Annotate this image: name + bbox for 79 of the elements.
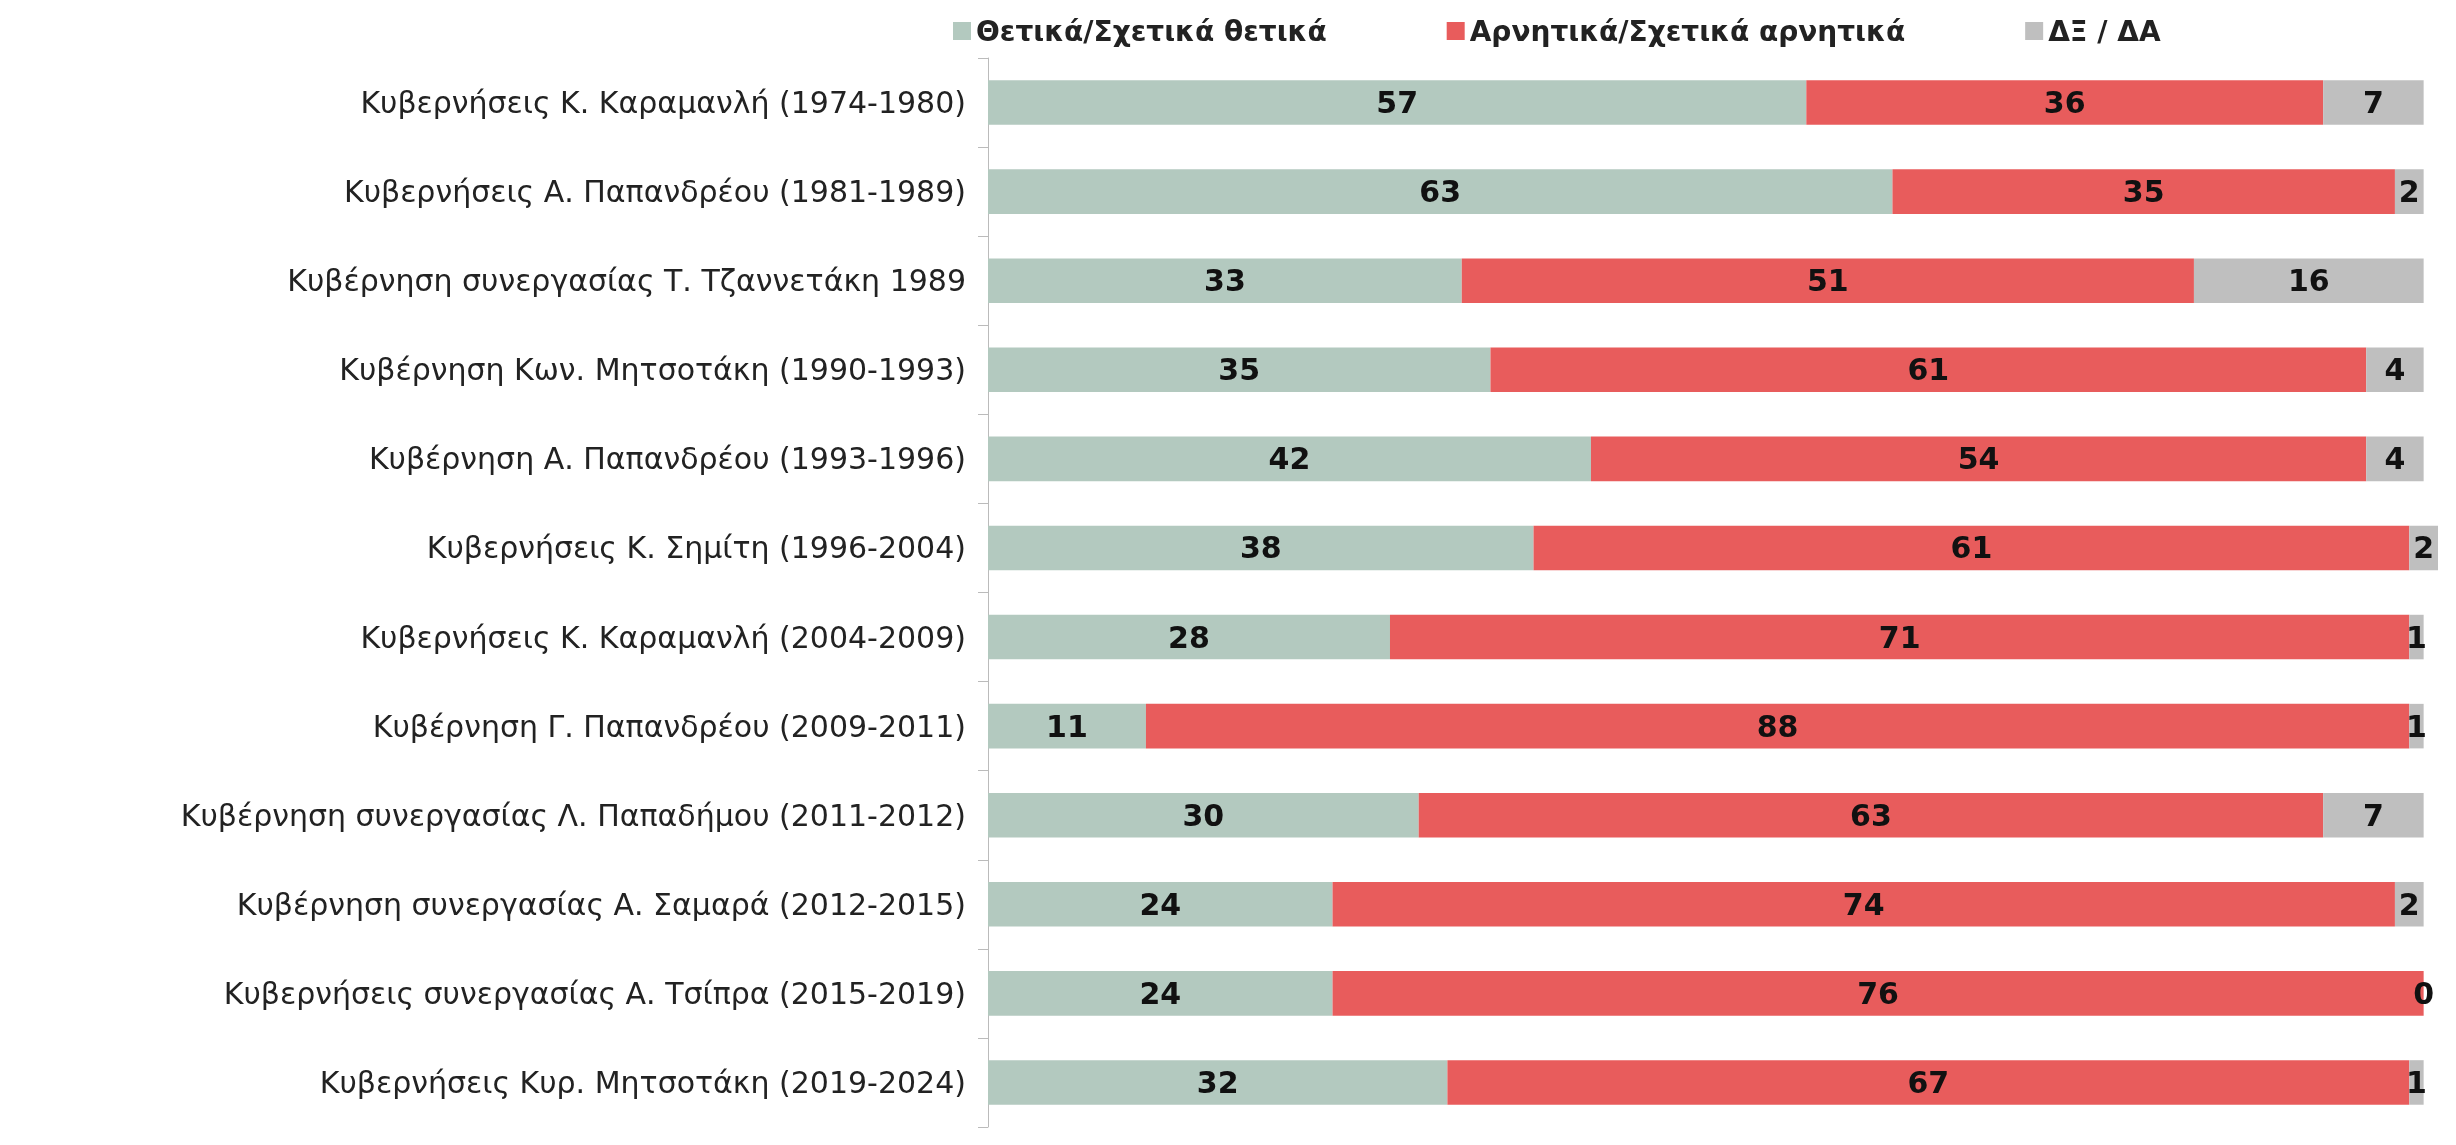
bar xyxy=(988,258,1462,303)
data-label: 36 xyxy=(2043,85,2086,121)
bar xyxy=(1418,792,2324,838)
bar xyxy=(1892,169,2395,214)
bar xyxy=(988,882,1333,927)
y-tick-label: Κυβέρνηση Γ. Παπανδρέου (2009-2011) xyxy=(372,708,966,744)
bar xyxy=(2323,80,2424,125)
data-label: 4 xyxy=(2384,352,2406,388)
bar xyxy=(988,169,1893,214)
data-label: 51 xyxy=(1806,263,1849,299)
bar xyxy=(2366,347,2424,393)
y-tick-label: Κυβερνήσεις Κυρ. Μητσοτάκη (2019-2024) xyxy=(319,1064,966,1100)
data-label: 1 xyxy=(2406,708,2427,744)
bar xyxy=(988,347,1491,393)
data-label: 88 xyxy=(1756,708,1799,744)
y-tick-label: Κυβερνήσεις Α. Παπανδρέου (1981-1989) xyxy=(343,174,966,210)
data-label: 1 xyxy=(2406,619,2427,655)
data-label: 4 xyxy=(2384,441,2406,477)
data-label: 28 xyxy=(1168,619,1210,655)
data-label: 2 xyxy=(2413,530,2435,566)
data-label: 24 xyxy=(1139,975,1182,1011)
bar xyxy=(988,1060,1448,1105)
bar xyxy=(1490,347,2367,393)
bar xyxy=(1145,703,2410,749)
data-label: 33 xyxy=(1204,263,1246,299)
data-label: 63 xyxy=(1419,174,1462,210)
y-tick-label: Κυβέρνηση Α. Παπανδρέου (1993-1996) xyxy=(368,441,966,477)
data-label: 74 xyxy=(1842,886,1885,922)
data-label: 42 xyxy=(1268,441,1311,477)
data-label: 16 xyxy=(2287,263,2330,299)
bar xyxy=(2323,792,2424,838)
data-label: 38 xyxy=(1239,530,1282,566)
bar xyxy=(1447,1060,2410,1105)
data-label: 30 xyxy=(1182,797,1225,833)
bar xyxy=(1806,80,2324,125)
y-tick-label: Κυβέρνηση Κων. Μητσοτάκη (1990-1993) xyxy=(339,352,966,388)
data-label: 11 xyxy=(1046,708,1088,744)
y-tick-label: Κυβέρνηση συνεργασίας Τ. Τζαννετάκη 1989 xyxy=(287,263,966,299)
bar xyxy=(1590,436,2367,482)
bar xyxy=(2366,436,2424,482)
legend-label: Αρνητικά/Σχετικά αρνητικά xyxy=(1469,14,1906,48)
bar xyxy=(1332,882,2395,927)
bar xyxy=(988,971,1333,1016)
data-label: 61 xyxy=(1907,352,1950,388)
bar xyxy=(988,614,1390,660)
data-label: 32 xyxy=(1196,1064,1239,1100)
data-label: 0 xyxy=(2413,975,2435,1011)
bar xyxy=(1533,525,2410,571)
data-label: 76 xyxy=(1857,975,1899,1011)
y-tick-label: Κυβερνήσεις Κ. Σημίτη (1996-2004) xyxy=(426,530,966,566)
data-label: 7 xyxy=(2362,85,2384,121)
data-label: 7 xyxy=(2362,797,2384,833)
bar xyxy=(988,436,1591,482)
data-label: 63 xyxy=(1850,797,1892,833)
y-tick-label: Κυβερνήσεις Κ. Καραμανλή (2004-2009) xyxy=(360,619,966,655)
data-label: 35 xyxy=(2122,174,2165,210)
data-label: 54 xyxy=(1957,441,2000,477)
data-label: 2 xyxy=(2398,886,2420,922)
bar xyxy=(988,792,1419,838)
data-label: 71 xyxy=(1878,619,1921,655)
bar xyxy=(988,703,1146,749)
data-label: 61 xyxy=(1950,530,1993,566)
data-label: 67 xyxy=(1907,1064,1950,1100)
legend-label: ΔΞ / ΔΑ xyxy=(2048,14,2161,48)
data-label: 2 xyxy=(2398,174,2420,210)
bar xyxy=(988,80,1807,125)
bar xyxy=(2193,258,2424,303)
data-label: 57 xyxy=(1376,85,1419,121)
data-label: 35 xyxy=(1218,352,1261,388)
data-label: 24 xyxy=(1139,886,1182,922)
y-tick-label: Κυβερνήσεις Κ. Καραμανλή (1974-1980) xyxy=(360,85,966,121)
y-tick-label: Κυβέρνηση συνεργασίας Α. Σαμαρά (2012-2015) xyxy=(236,886,966,922)
legend-label: Θετικά/Σχετικά θετικά xyxy=(976,14,1327,48)
bar xyxy=(1389,614,2410,660)
bar xyxy=(988,525,1534,571)
bar xyxy=(1461,258,2194,303)
y-tick-label: Κυβερνήσεις συνεργασίας Α. Τσίπρα (2015-2019) xyxy=(223,975,966,1011)
y-tick-label: Κυβέρνηση συνεργασίας Λ. Παπαδήμου (2011-2012) xyxy=(180,797,966,833)
data-label: 1 xyxy=(2406,1064,2427,1100)
